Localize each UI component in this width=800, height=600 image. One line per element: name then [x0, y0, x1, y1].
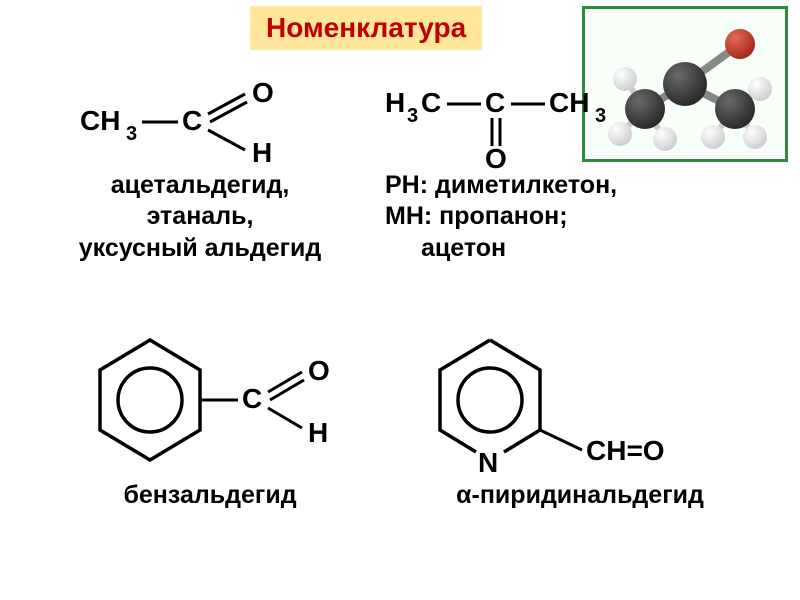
svg-text:CH=O: CH=O	[586, 435, 665, 466]
svg-text:3: 3	[126, 123, 137, 145]
svg-text:3: 3	[595, 105, 606, 127]
acetaldehyde-block: CH 3 C O H ацетальдегид, этаналь, уксусн…	[40, 70, 360, 264]
label-line: α-пиридинальдегид	[400, 480, 760, 511]
svg-text:3: 3	[407, 105, 418, 127]
svg-text:O: O	[252, 77, 274, 108]
benzaldehyde-label: бензальдегид	[60, 480, 360, 511]
svg-text:C: C	[182, 105, 202, 136]
label-line: бензальдегид	[60, 480, 360, 511]
label-line: ацетальдегид,	[40, 170, 360, 201]
svg-text:H: H	[252, 137, 272, 168]
label-line: ацетон	[385, 233, 700, 264]
pyridinaldehyde-label: α-пиридинальдегид	[400, 480, 760, 511]
svg-text:C: C	[485, 87, 505, 118]
svg-text:C: C	[421, 87, 441, 118]
label-line: этаналь,	[40, 201, 360, 232]
acetaldehyde-formula: CH 3 C O H	[70, 70, 330, 170]
acetone-block: H 3 C C CH 3 O РН: диметилкетон, МН: про…	[370, 70, 700, 264]
title-text: Номенклатура	[266, 12, 466, 43]
label-line: уксусный альдегид	[40, 233, 360, 264]
acetaldehyde-label: ацетальдегид, этаналь, уксусный альдегид	[40, 170, 360, 264]
title-heading: Номенклатура	[250, 6, 482, 50]
label-line: МН: пропанон;	[385, 201, 700, 232]
svg-text:C: C	[242, 383, 262, 414]
pyridinaldehyde-block: N CH=O α-пиридинальдегид	[400, 320, 760, 511]
benzaldehyde-formula: C O H	[70, 320, 350, 480]
svg-text:H: H	[385, 87, 405, 118]
svg-text:O: O	[485, 143, 507, 170]
svg-text:CH: CH	[549, 87, 589, 118]
pyridinaldehyde-formula: N CH=O	[410, 320, 750, 480]
benzaldehyde-block: C O H бензальдегид	[60, 320, 360, 511]
acetone-formula: H 3 C C CH 3 O	[385, 70, 665, 170]
svg-text:H: H	[308, 417, 328, 448]
svg-text:O: O	[308, 355, 330, 386]
svg-text:N: N	[478, 447, 498, 478]
svg-text:CH: CH	[80, 105, 120, 136]
acetone-label: РН: диметилкетон, МН: пропанон; ацетон	[385, 170, 700, 264]
label-line: РН: диметилкетон,	[385, 170, 700, 201]
